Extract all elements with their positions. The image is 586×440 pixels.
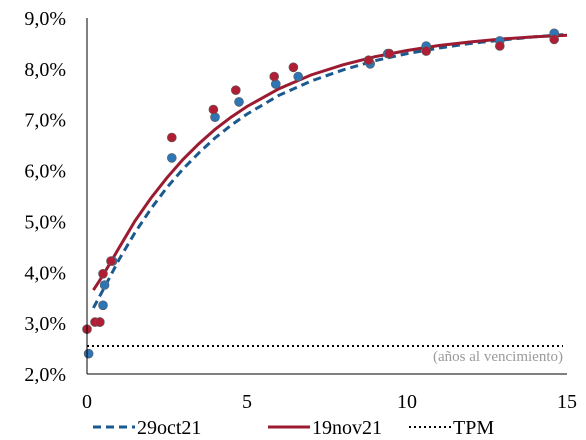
series-19nov21-fit-line <box>92 33 568 291</box>
series-29oct21-fit-line <box>92 32 568 309</box>
x-tick-label: 5 <box>242 391 252 413</box>
y-tick-label: 4,0% <box>24 262 66 284</box>
series-19nov21-point <box>95 317 105 327</box>
y-tick-label: 7,0% <box>24 110 66 132</box>
x-tick-label: 0 <box>82 391 92 413</box>
series-19nov21-point <box>208 104 219 115</box>
y-tick-label: 6,0% <box>24 161 66 183</box>
series-29oct21-point <box>293 71 304 82</box>
series-19nov21-point <box>549 34 560 45</box>
x-axis-annotation: (años al vencimiento) <box>433 349 563 365</box>
series-29oct21-point <box>99 280 110 290</box>
series-points <box>82 28 560 359</box>
x-tick-labels: 0 5 10 15 <box>82 391 577 413</box>
x-tick-label: 15 <box>557 391 577 413</box>
y-tick-label: 5,0% <box>24 211 66 233</box>
series-29oct21-point <box>234 97 244 107</box>
series-19nov21-point <box>494 41 505 51</box>
series-19nov21-point <box>106 256 116 266</box>
series-19nov21-point <box>421 46 432 56</box>
y-tick-label: 2,0% <box>24 364 66 386</box>
series-29oct21-point <box>210 112 220 122</box>
series-19nov21-point <box>384 48 395 59</box>
series-29oct21-point <box>167 153 177 163</box>
series-19nov21-point <box>231 85 241 95</box>
series-19nov21-point <box>269 71 280 82</box>
series-19nov21-point <box>167 132 177 143</box>
legend: 29oct21 19nov21 TPM <box>93 417 494 439</box>
series-lines <box>87 32 568 348</box>
y-tick-labels: 2,0% 3,0% 4,0% 5,0% 6,0% 7,0% 8,0% 9,0% <box>24 8 66 386</box>
legend-label-29oct21: 29oct21 <box>137 417 201 439</box>
axes <box>86 18 567 375</box>
series-29oct21-point <box>98 300 108 311</box>
x-tick-label: 10 <box>397 391 417 413</box>
series-29oct21-point <box>83 348 94 359</box>
legend-label-19nov21: 19nov21 <box>312 417 382 439</box>
series-19nov21-point <box>363 55 374 66</box>
y-tick-label: 8,0% <box>24 59 66 81</box>
series-19nov21-point <box>288 62 299 73</box>
y-tick-label: 9,0% <box>24 8 66 30</box>
series-19nov21-point <box>98 268 108 279</box>
y-tick-label: 3,0% <box>24 313 66 335</box>
legend-label-tpm: TPM <box>453 417 494 439</box>
